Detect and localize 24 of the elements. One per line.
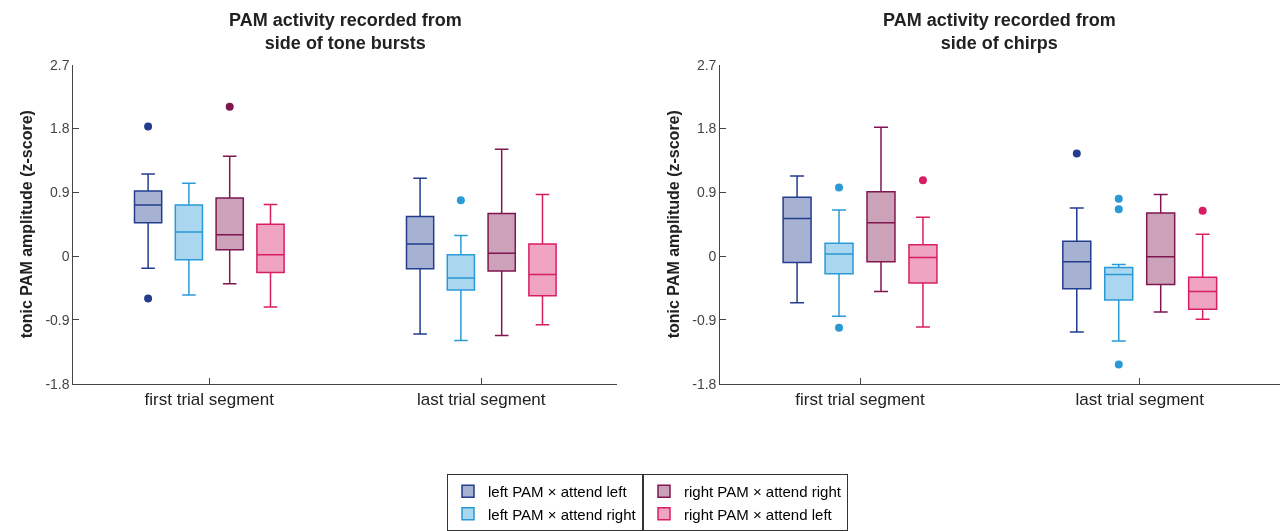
x-tick-label: last trial segment — [1075, 390, 1205, 410]
y-tick-label: -0.9 — [692, 311, 717, 328]
chart-title: PAM activity recorded from side of chirps — [883, 10, 1116, 54]
y-axis-title: tonic PAM amplitude (z-score) — [18, 110, 36, 339]
x-tick-label: last trial segment — [417, 390, 546, 410]
y-tick-label: 1.8 — [696, 120, 717, 137]
x-tick-label: first trial segment — [144, 390, 275, 410]
y-tick-label: 2.7 — [50, 56, 70, 73]
legend-label: right PAM × attend left — [684, 505, 833, 523]
y-tick-label: 0 — [61, 248, 70, 265]
y-tick-label: 2.7 — [696, 56, 717, 73]
y-tick-label: -0.9 — [45, 311, 70, 328]
y-tick-label: -1.8 — [692, 375, 717, 392]
x-tick-label: first trial segment — [795, 390, 925, 410]
y-axis-title: tonic PAM amplitude (z-score) — [665, 110, 683, 339]
legend-label: left PAM × attend right — [488, 505, 637, 523]
y-tick-label: 0 — [708, 248, 717, 265]
chart-title: PAM activity recorded from side of tone bursts — [229, 10, 462, 54]
legend-label: left PAM × attend left — [488, 483, 628, 501]
y-tick-label: -1.8 — [45, 375, 70, 392]
y-tick-label: 0.9 — [50, 184, 70, 201]
legend-label: right PAM × attend right — [684, 483, 842, 501]
y-tick-label: 0.9 — [696, 184, 717, 201]
y-tick-label: 1.8 — [50, 120, 70, 137]
